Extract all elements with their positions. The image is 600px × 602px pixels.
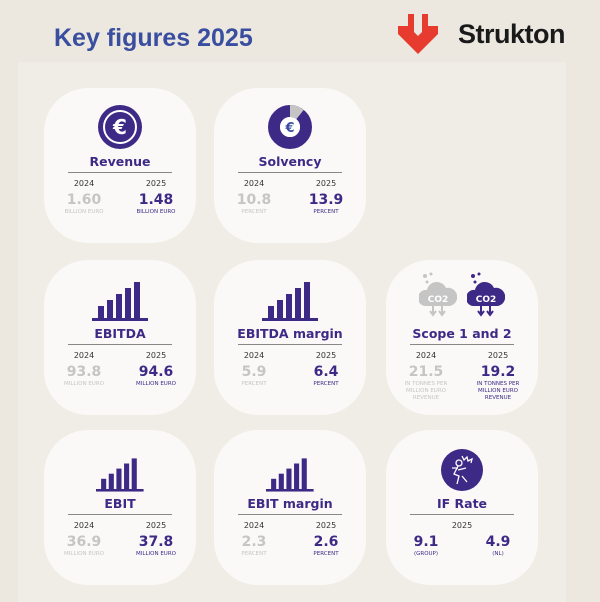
unit-first: PERCENT <box>241 381 267 387</box>
unit-first: PERCENT <box>241 209 267 215</box>
year-2025-label: 2025 <box>315 521 337 530</box>
kpi-title: EBIT margin <box>247 496 333 511</box>
year-2024-label: 2024 <box>73 521 95 530</box>
divider <box>410 344 514 345</box>
kpi-title: Scope 1 and 2 <box>412 326 512 341</box>
unit-first: PERCENT <box>241 551 267 557</box>
year-2025-label: 2025 <box>487 351 509 360</box>
unit-first: MILLION EURO <box>64 551 104 557</box>
year-2024-label: 2024 <box>415 351 437 360</box>
kpi-card-if-rate: IF Rate 2025 9.1 (GROUP) 4.9 (NL) <box>386 430 538 585</box>
divider <box>238 172 342 173</box>
divider <box>68 514 172 515</box>
value-second: 37.8 <box>138 534 174 550</box>
value-second: 94.6 <box>138 364 174 380</box>
co2-icon-2025: CO2 <box>465 272 506 322</box>
divider <box>410 514 514 515</box>
unit-first: IN TONNES PER MILLION EURO REVENUE <box>404 381 448 401</box>
kpi-title: EBIT <box>104 496 136 511</box>
euro-icon: € <box>44 102 196 150</box>
year-2025-label: 2025 <box>145 521 167 530</box>
kpi-card-scope-1-and-2: CO2 CO2 Scope 1 and 2 2024 2025 21.5 IN TON… <box>386 260 538 415</box>
kpi-title: IF Rate <box>436 496 488 511</box>
brand-name: Strukton <box>458 18 566 49</box>
svg-text:€: € <box>112 115 127 139</box>
value-first: 36.9 <box>66 534 102 550</box>
value-first: 9.1 <box>413 534 439 550</box>
co2-icon-2024: CO2 <box>417 272 458 322</box>
year-2025-label: 2025 <box>145 351 167 360</box>
unit-second: PERCENT <box>313 551 339 557</box>
bar-chart-icon <box>44 444 196 492</box>
value-first: 93.8 <box>66 364 102 380</box>
bar-chart-icon <box>44 274 196 322</box>
divider <box>68 172 172 173</box>
kpi-card-ebitda: EBITDA 2024 2025 93.8 MILLION EURO 94.6 MIL… <box>44 260 196 415</box>
unit-first: (GROUP) <box>413 551 439 557</box>
unit-second: (NL) <box>492 551 504 557</box>
unit-second: MILLION EURO <box>136 381 176 387</box>
unit-second: MILLION EURO <box>136 551 176 557</box>
year-2024-label: 2024 <box>243 351 265 360</box>
bar-chart-icon <box>214 274 366 322</box>
value-first: 1.60 <box>66 192 102 208</box>
year-2024-label: 2024 <box>243 521 265 530</box>
svg-text:€: € <box>284 121 294 136</box>
year-label: 2025 <box>451 521 473 530</box>
unit-first: MILLION EURO <box>64 381 104 387</box>
value-second: 13.9 <box>308 192 344 208</box>
injury-icon <box>386 444 538 492</box>
value-second: 19.2 <box>480 364 516 380</box>
unit-first: BILLION EURO <box>64 209 104 215</box>
page-title: Key figures 2025 <box>54 24 253 52</box>
kpi-title: Solvency <box>258 154 322 169</box>
year-2025-label: 2025 <box>315 179 337 188</box>
year-2025-label: 2025 <box>145 179 167 188</box>
kpi-title: Revenue <box>89 154 151 169</box>
strukton-logo-icon <box>398 14 438 54</box>
solvency-donut-icon: € <box>214 102 366 150</box>
unit-second: IN TONNES PER MILLION EURO REVENUE <box>476 381 520 401</box>
kpi-title: EBITDA margin <box>237 326 343 341</box>
divider <box>238 514 342 515</box>
value-second: 4.9 <box>485 534 511 550</box>
co2-cloud-icon: CO2 CO2 <box>386 272 538 322</box>
kpi-card-ebit-margin: EBIT margin 2024 2025 2.3 PERCENT 2.6 PERCE… <box>214 430 366 585</box>
kpi-card-ebit: EBIT 2024 2025 36.9 MILLION EURO 37.8 MILLI… <box>44 430 196 585</box>
unit-second: BILLION EURO <box>136 209 176 215</box>
divider <box>68 344 172 345</box>
kpi-card-solvency: € Solvency 2024 2025 10.8 PERCENT 13.9 PERC… <box>214 88 366 243</box>
unit-second: PERCENT <box>313 209 339 215</box>
value-first: 2.3 <box>241 534 267 550</box>
value-second: 6.4 <box>313 364 339 380</box>
kpi-card-revenue: € Revenue 2024 2025 1.60 BILLION EURO 1.48… <box>44 88 196 243</box>
bar-chart-icon <box>214 444 366 492</box>
value-first: 5.9 <box>241 364 267 380</box>
co2-label: CO2 <box>428 295 449 305</box>
year-2024-label: 2024 <box>73 179 95 188</box>
value-second: 2.6 <box>313 534 339 550</box>
kpi-card-ebitda-margin: EBITDA margin 2024 2025 5.9 PERCENT 6.4 PER… <box>214 260 366 415</box>
unit-second: PERCENT <box>313 381 339 387</box>
year-2024-label: 2024 <box>243 179 265 188</box>
divider <box>238 344 342 345</box>
kpi-title: EBITDA <box>94 326 146 341</box>
co2-label: CO2 <box>476 295 497 305</box>
strukton-logo: Strukton <box>396 12 566 56</box>
value-first: 10.8 <box>236 192 272 208</box>
value-second: 1.48 <box>138 192 174 208</box>
year-2025-label: 2025 <box>315 351 337 360</box>
value-first: 21.5 <box>408 364 444 380</box>
year-2024-label: 2024 <box>73 351 95 360</box>
